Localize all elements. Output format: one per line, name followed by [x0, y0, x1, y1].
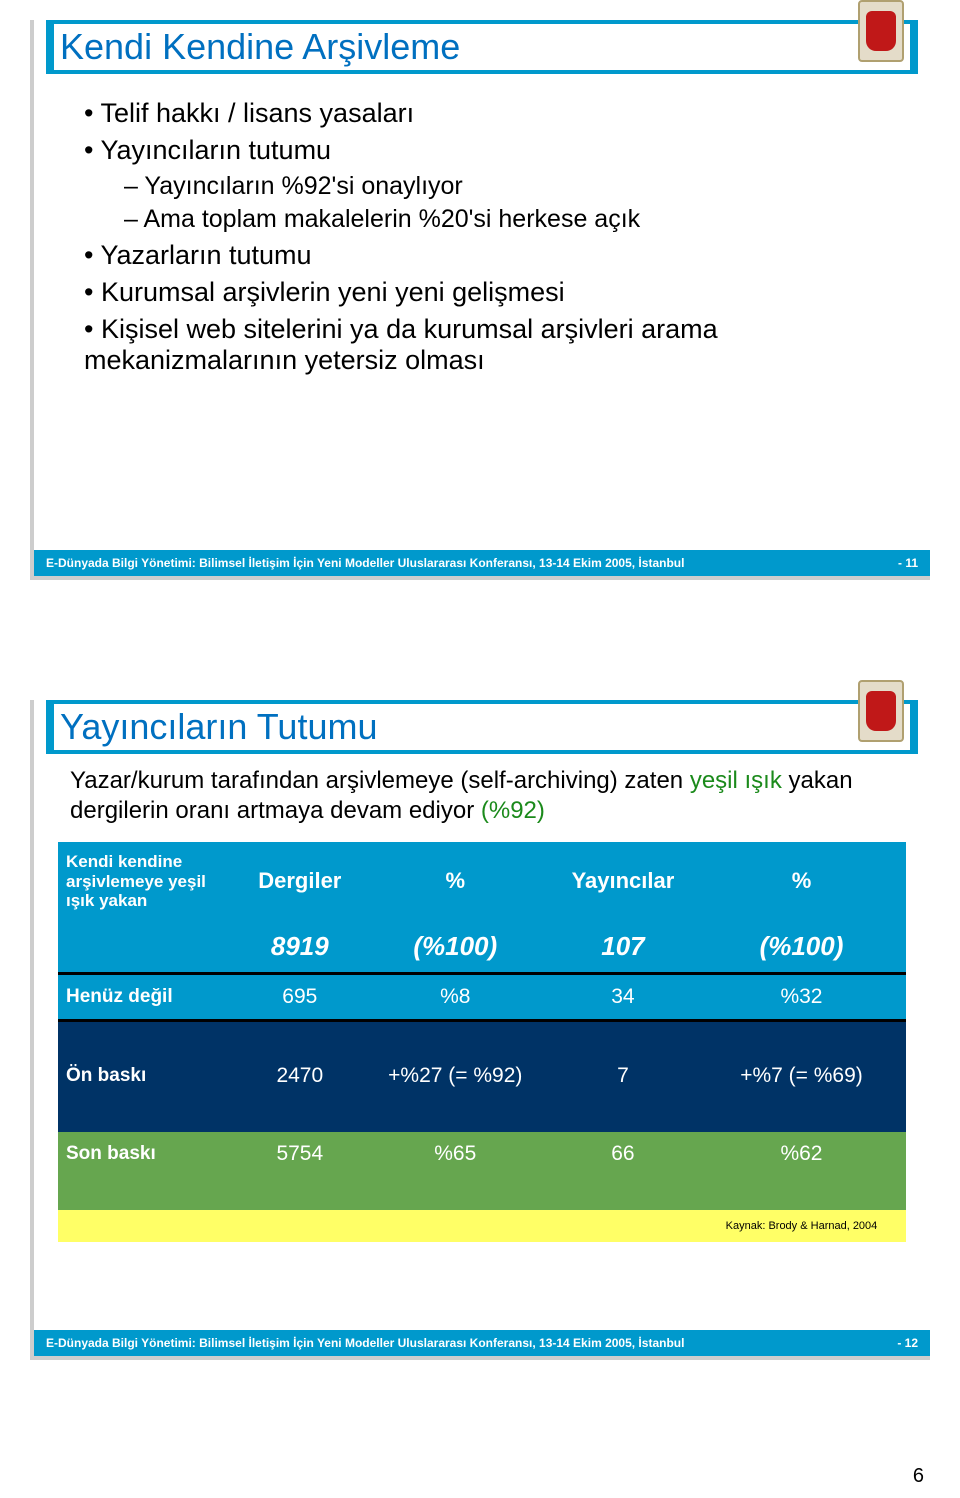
table-cell: Ön baskı [58, 1054, 238, 1098]
bullet-l2: Yayıncıların %92'si onaylıyor [124, 172, 900, 201]
header-cell: Yayıncılar [549, 842, 697, 921]
footer-slide-num: - 12 [897, 1336, 918, 1350]
bullet-l1: Kişisel web sitelerini ya da kurumsal ar… [84, 314, 900, 376]
document-page: Kendi Kendine Arşivleme Telif hakkı / li… [0, 0, 960, 1498]
slide2-intro: Yazar/kurum tarafından arşivlemeye (self… [34, 754, 930, 836]
slide2-footer: E-Dünyada Bilgi Yönetimi: Bilimsel İleti… [34, 1330, 930, 1356]
table-cell: +%7 (= %69) [697, 1054, 906, 1098]
table-row-sonbaski: Son baskı 5754 %65 66 %62 [58, 1132, 906, 1176]
table-totals-row: 8919 (%100) 107 (%100) [58, 921, 906, 974]
page-number: 6 [913, 1465, 924, 1488]
table-cell: %32 [697, 973, 906, 1020]
intro-pct: (%92) [481, 797, 545, 824]
publishers-table: Kendi kendine arşivlemeye yeşil ışık yak… [58, 842, 906, 1242]
slide1-title: Kendi Kendine Arşivleme [54, 24, 910, 70]
slide-1: Kendi Kendine Arşivleme Telif hakkı / li… [30, 20, 930, 580]
table-cell: 2470 [238, 1054, 362, 1098]
slide2-title: Yayıncıların Tutumu [54, 704, 910, 750]
table-cell: %65 [362, 1132, 549, 1176]
table-row-onbaski: Ön baskı 2470 +%27 (= %92) 7 +%7 (= %69) [58, 1054, 906, 1098]
table-citation-row: Kaynak: Brody & Harnad, 2004 [58, 1210, 906, 1242]
slide1-footer: E-Dünyada Bilgi Yönetimi: Bilimsel İleti… [34, 550, 930, 576]
table-cell: %8 [362, 973, 549, 1020]
logo-shield-icon [866, 11, 896, 51]
slide-2: Yayıncıların Tutumu Yazar/kurum tarafınd… [30, 700, 930, 1360]
header-cell: Kendi kendine arşivlemeye yeşil ışık yak… [58, 842, 238, 921]
table-cell: 34 [549, 973, 697, 1020]
footer-text: E-Dünyada Bilgi Yönetimi: Bilimsel İleti… [46, 1336, 684, 1350]
table-spacer [58, 1176, 906, 1210]
footer-text: E-Dünyada Bilgi Yönetimi: Bilimsel İleti… [46, 556, 684, 570]
logo-shield-icon [866, 691, 896, 731]
header-cell: Dergiler [238, 842, 362, 921]
bullet-l1: Telif hakkı / lisans yasaları [84, 98, 900, 129]
slide1-body: Telif hakkı / lisans yasaları Yayıncılar… [34, 74, 930, 392]
bullet-l1: Yazarların tutumu [84, 240, 900, 271]
table-cell: 107 [549, 921, 697, 974]
table-cell: %62 [697, 1132, 906, 1176]
table-citation: Kaynak: Brody & Harnad, 2004 [697, 1210, 906, 1242]
intro-green-word2: ışık [745, 767, 782, 794]
logo-badge-icon [858, 0, 904, 62]
table-spacer [58, 1098, 906, 1132]
table-cell: 5754 [238, 1132, 362, 1176]
header-cell: % [697, 842, 906, 921]
table-row-henuz: Henüz değil 695 %8 34 %32 [58, 973, 906, 1020]
bullet-l2: Ama toplam makalelerin %20'si herkese aç… [124, 205, 900, 234]
slide1-title-bar: Kendi Kendine Arşivleme [46, 20, 918, 74]
bullet-l1: Kurumsal arşivlerin yeni yeni gelişmesi [84, 277, 900, 308]
table-cell: (%100) [362, 921, 549, 974]
table-cell: 66 [549, 1132, 697, 1176]
footer-slide-num: - 11 [898, 556, 918, 570]
table-cell: Henüz değil [58, 973, 238, 1020]
table-spacer [58, 1020, 906, 1054]
table-cell: 695 [238, 973, 362, 1020]
table-cell: 7 [549, 1054, 697, 1098]
slide2-title-bar: Yayıncıların Tutumu [46, 700, 918, 754]
intro-pre: Yazar/kurum tarafından arşivlemeye (self… [70, 767, 690, 794]
table-cell: (%100) [697, 921, 906, 974]
table-header-row: Kendi kendine arşivlemeye yeşil ışık yak… [58, 842, 906, 921]
intro-green-word1: yeşil [690, 767, 738, 794]
table-cell [58, 921, 238, 974]
table-cell: Son baskı [58, 1132, 238, 1176]
logo-badge-icon [858, 680, 904, 742]
table-cell: 8919 [238, 921, 362, 974]
table-cell: +%27 (= %92) [362, 1054, 549, 1098]
header-cell: % [362, 842, 549, 921]
bullet-l1: Yayıncıların tutumu [84, 135, 900, 166]
